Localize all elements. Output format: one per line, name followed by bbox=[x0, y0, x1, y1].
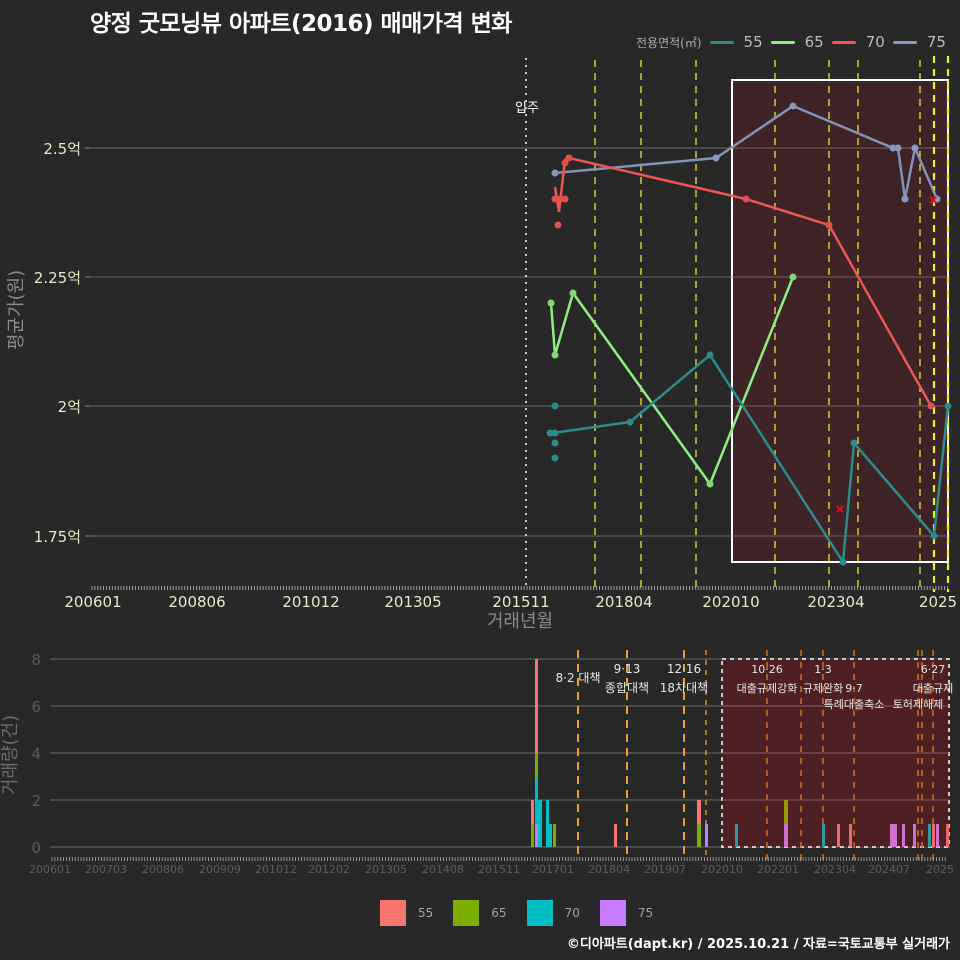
y-tick-label: 2.25억 bbox=[34, 269, 81, 287]
policy-label: 6·27 bbox=[921, 663, 946, 676]
x-tick-label: 201804 bbox=[595, 593, 652, 611]
legend-swatch-icon bbox=[380, 900, 406, 926]
legend-item-70: 70 bbox=[526, 900, 580, 926]
x-tick-label: 201511 bbox=[478, 863, 520, 876]
x-tick-label: 202201 bbox=[757, 863, 799, 876]
chart-title: 양정 굿모닝뷰 아파트(2016) 매매가격 변화 bbox=[90, 11, 512, 37]
legend-swatch-icon bbox=[526, 900, 553, 926]
legend-line-icon bbox=[892, 40, 917, 44]
policy-label: 대출규제 bbox=[913, 682, 953, 695]
legend-item-65: 65 bbox=[770, 33, 824, 51]
x-tick-label: 201202 bbox=[308, 863, 350, 876]
policy-label: 9·13 bbox=[614, 662, 641, 676]
legend-line-icon bbox=[770, 40, 795, 44]
y-tick-label: 2 bbox=[31, 792, 41, 810]
volume-bars bbox=[531, 659, 949, 847]
x-tick-label: 201012 bbox=[282, 593, 339, 611]
legend-item-75: 75 bbox=[599, 900, 653, 926]
x-tick-label: 2025 bbox=[919, 593, 957, 611]
legend-title: 전용면적(㎡) bbox=[636, 35, 702, 50]
policy-label: 종합대책 bbox=[605, 680, 649, 695]
x-tick-label: 202407 bbox=[868, 863, 910, 876]
x-tick-label: 200806 bbox=[142, 863, 184, 876]
legend-item-70: 70 bbox=[831, 33, 885, 51]
y-tick-label: 2억 bbox=[58, 398, 81, 416]
policy-label: 1·3 bbox=[814, 663, 832, 676]
price-chart: 2.5억 2.25억 2억 1.75억 평균가(원) 200601 200806… bbox=[6, 56, 957, 632]
volume-legend: 55 65 70 75 bbox=[380, 900, 673, 926]
x-tick-label: 201804 bbox=[588, 863, 630, 876]
policy-label: 규제완화 bbox=[803, 682, 843, 695]
x-tick-label: 2025 bbox=[926, 863, 954, 876]
policy-label: 18차대책 bbox=[660, 680, 708, 695]
x-tick-label: 202304 bbox=[814, 863, 856, 876]
x-tick-label: 201701 bbox=[532, 863, 574, 876]
y-tick-label: 1.75억 bbox=[34, 528, 81, 546]
x-tick-label: 201305 bbox=[365, 863, 407, 876]
move-in-label: 입주 bbox=[515, 101, 539, 116]
legend-item-75: 75 bbox=[892, 33, 946, 51]
legend-item-65: 65 bbox=[453, 900, 507, 926]
y-axis-title: 평균가(원) bbox=[6, 270, 27, 350]
legend-item-55: 55 bbox=[709, 33, 763, 51]
x-axis-title: 거래년월 bbox=[487, 611, 553, 632]
y-tick-label: 8 bbox=[31, 651, 41, 669]
x-tick-label: 201408 bbox=[422, 863, 464, 876]
y-axis-title: 거래량(건) bbox=[0, 715, 21, 795]
x-tick-label: 202010 bbox=[701, 863, 743, 876]
x-tick-label: 200601 bbox=[29, 863, 71, 876]
source-credit: ©디아파트(dapt.kr) / 2025.10.21 / 자료=국토교통부 실… bbox=[566, 937, 950, 952]
x-tick-label: 201511 bbox=[492, 593, 549, 611]
legend-line-icon bbox=[831, 40, 856, 44]
x-tick-label: 202304 bbox=[807, 593, 864, 611]
y-tick-label: 2.5억 bbox=[43, 140, 81, 158]
policy-label: 10·26 bbox=[751, 663, 783, 676]
policy-label: 특례대출축소 bbox=[824, 698, 885, 711]
legend-swatch-icon bbox=[453, 900, 480, 926]
legend-swatch-icon bbox=[599, 900, 626, 926]
x-tick-label: 202010 bbox=[702, 593, 759, 611]
policy-label: 12·16 bbox=[667, 662, 701, 676]
y-tick-label: 4 bbox=[31, 745, 41, 763]
x-tick-label: 200909 bbox=[199, 863, 241, 876]
policy-label: 토허제해제 bbox=[893, 697, 944, 711]
legend-line-icon bbox=[709, 40, 734, 44]
policy-label: 9·7 bbox=[845, 682, 863, 695]
y-tick-label: 6 bbox=[31, 698, 41, 716]
policy-label: 대출규제강화 bbox=[737, 682, 798, 695]
x-tick-label: 201305 bbox=[384, 593, 441, 611]
x-tick-label: 200601 bbox=[64, 593, 121, 611]
legend-item-55: 55 bbox=[380, 900, 433, 926]
cancel-mark-icon bbox=[836, 196, 937, 513]
volume-chart: 8 6 4 2 0 거래량(건) 200601 200703 200806 20… bbox=[0, 650, 954, 876]
area-legend: 전용면적(㎡) 55 65 70 75 bbox=[636, 32, 946, 52]
y-tick-label: 0 bbox=[31, 839, 41, 857]
policy-label: 8·2 대책 bbox=[556, 670, 601, 685]
x-tick-label: 201012 bbox=[255, 863, 297, 876]
x-tick-label: 201907 bbox=[644, 863, 686, 876]
x-tick-label: 200703 bbox=[85, 863, 127, 876]
x-tick-label: 200806 bbox=[168, 593, 225, 611]
